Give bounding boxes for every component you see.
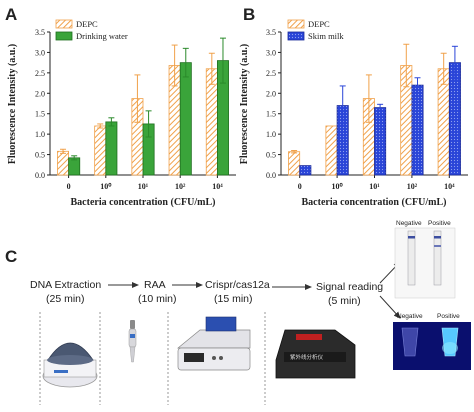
bar-depc: [325, 125, 338, 176]
bar-skim-milk: [411, 84, 424, 176]
x-tick-label: 10⁰: [331, 182, 343, 191]
y-ticks: 0.0 0.5 1.0 1.5 2.0 2.5 3.0 3.5: [35, 28, 50, 180]
legend-swatch-depc: [287, 19, 305, 29]
error-bars: [291, 43, 458, 154]
panel-letter-c: C: [5, 247, 17, 266]
y-tick-label: 2.0: [35, 89, 45, 98]
strip-result-panel: Negative Positive: [394, 220, 456, 299]
y-tick-label: 0.0: [35, 171, 45, 180]
bar-drinking-water: [68, 157, 81, 176]
pipette-icon: [128, 320, 137, 363]
legend-label-drinking-water: Drinking water: [76, 31, 128, 41]
y-tick-label: 3.5: [35, 28, 45, 37]
step-dna-extraction-time: (25 min): [46, 293, 85, 305]
chart-a: 0.0 0.5 1.0 1.5 2.0 2.5 3.0 3.5 0 10⁰ 10¹ 10² 10⁴ F…: [7, 19, 236, 208]
legend: DEPC Skim milk: [287, 19, 344, 41]
y-tick-label: 0.5: [266, 151, 276, 160]
x-tick-label: 10⁰: [100, 182, 112, 191]
step-crispr: Crispr/cas12a: [205, 279, 270, 291]
y-tick-label: 1.0: [266, 130, 276, 139]
legend: DEPC Drinking water: [55, 19, 128, 41]
x-tick-label: 10⁴: [444, 182, 455, 191]
step-crispr-time: (15 min): [214, 293, 253, 305]
x-tick-label: 0: [298, 182, 302, 191]
y-tick-label: 1.5: [266, 110, 276, 119]
y-tick-label: 0.0: [266, 171, 276, 180]
x-tick-label: 10²: [175, 182, 186, 191]
y-tick-label: 0.5: [35, 151, 45, 160]
x-tick-label: 0: [67, 182, 71, 191]
legend-label-depc: DEPC: [308, 19, 330, 29]
centrifuge-icon: [42, 342, 98, 388]
y-tick-label: 3.0: [35, 48, 45, 57]
x-tick-label: 10²: [407, 182, 418, 191]
y-ticks: 0.0 0.5 1.0 1.5 2.0 2.5 3.0 3.5: [266, 28, 281, 180]
bar-drinking-water: [105, 121, 118, 176]
strip-negative: [407, 230, 416, 286]
step-raa-time: (10 min): [138, 293, 177, 305]
y-axis-title: Fluorescence Intensity (a.u.): [239, 44, 250, 164]
y-tick-label: 3.0: [266, 48, 276, 57]
x-axis-title: Bacteria concentration (CFU/mL): [302, 197, 447, 208]
bar-depc: [288, 151, 301, 176]
panel-letter-a: A: [5, 5, 17, 24]
bar-drinking-water: [179, 62, 192, 176]
y-tick-label: 1.5: [35, 110, 45, 119]
chart-b: 0.0 0.5 1.0 1.5 2.0 2.5 3.0 3.5 0 10⁰ 10¹ 10² 10⁴ F…: [239, 19, 468, 208]
step-raa: RAA: [144, 279, 166, 291]
strip-positive: [433, 230, 442, 286]
y-tick-label: 2.5: [35, 69, 45, 78]
workflow: DNA Extraction (25 min) RAA (10 min) Cri…: [30, 220, 471, 405]
tube-negative: [401, 327, 419, 357]
y-tick-label: 1.0: [35, 130, 45, 139]
y-tick-label: 2.0: [266, 89, 276, 98]
uv-positive-label: Positive: [437, 313, 460, 320]
legend-label-depc: DEPC: [76, 19, 98, 29]
strip-positive-label: Positive: [428, 220, 451, 227]
y-axis-title: Fluorescence Intensity (a.u.): [7, 44, 18, 164]
error-bars: [60, 37, 226, 161]
step-signal-reading-time: (5 min): [328, 295, 361, 307]
y-tick-label: 3.5: [266, 28, 276, 37]
x-tick-label: 10⁴: [212, 182, 223, 191]
uv-negative-label: Negative: [397, 313, 423, 320]
bar-skim-milk: [299, 165, 312, 176]
y-tick-label: 2.5: [266, 69, 276, 78]
incubator-icon: [177, 316, 251, 371]
bar-skim-milk: [374, 107, 387, 176]
legend-swatch-skim-milk: [287, 31, 305, 41]
legend-swatch-depc: [55, 19, 73, 29]
bars: [57, 60, 229, 176]
uv-reader-icon: 紫外线分析仪: [275, 329, 356, 379]
arrow-to-uv: [379, 295, 401, 319]
bar-depc: [57, 150, 69, 176]
step-signal-reading: Signal reading: [316, 281, 383, 293]
x-axis-title: Bacteria concentration (CFU/mL): [71, 197, 216, 208]
x-tick-label: 10¹: [138, 182, 149, 191]
strip-negative-label: Negative: [396, 220, 422, 227]
bar-depc: [94, 125, 107, 176]
step-dna-extraction: DNA Extraction: [30, 279, 101, 291]
legend-label-skim-milk: Skim milk: [308, 31, 344, 41]
x-tick-label: 10¹: [369, 182, 380, 191]
bars: [288, 62, 461, 176]
bar-skim-milk: [448, 62, 461, 176]
x-ticks: 0 10⁰ 10¹ 10² 10⁴: [298, 175, 455, 191]
legend-swatch-drinking-water: [55, 31, 73, 41]
uv-reader-label-icon: 紫外线分析仪: [290, 353, 324, 361]
uv-result-panel: Negative Positive: [393, 313, 471, 370]
x-ticks: 0 10⁰ 10¹ 10² 10⁴: [67, 175, 223, 191]
panel-letter-b: B: [243, 5, 255, 24]
